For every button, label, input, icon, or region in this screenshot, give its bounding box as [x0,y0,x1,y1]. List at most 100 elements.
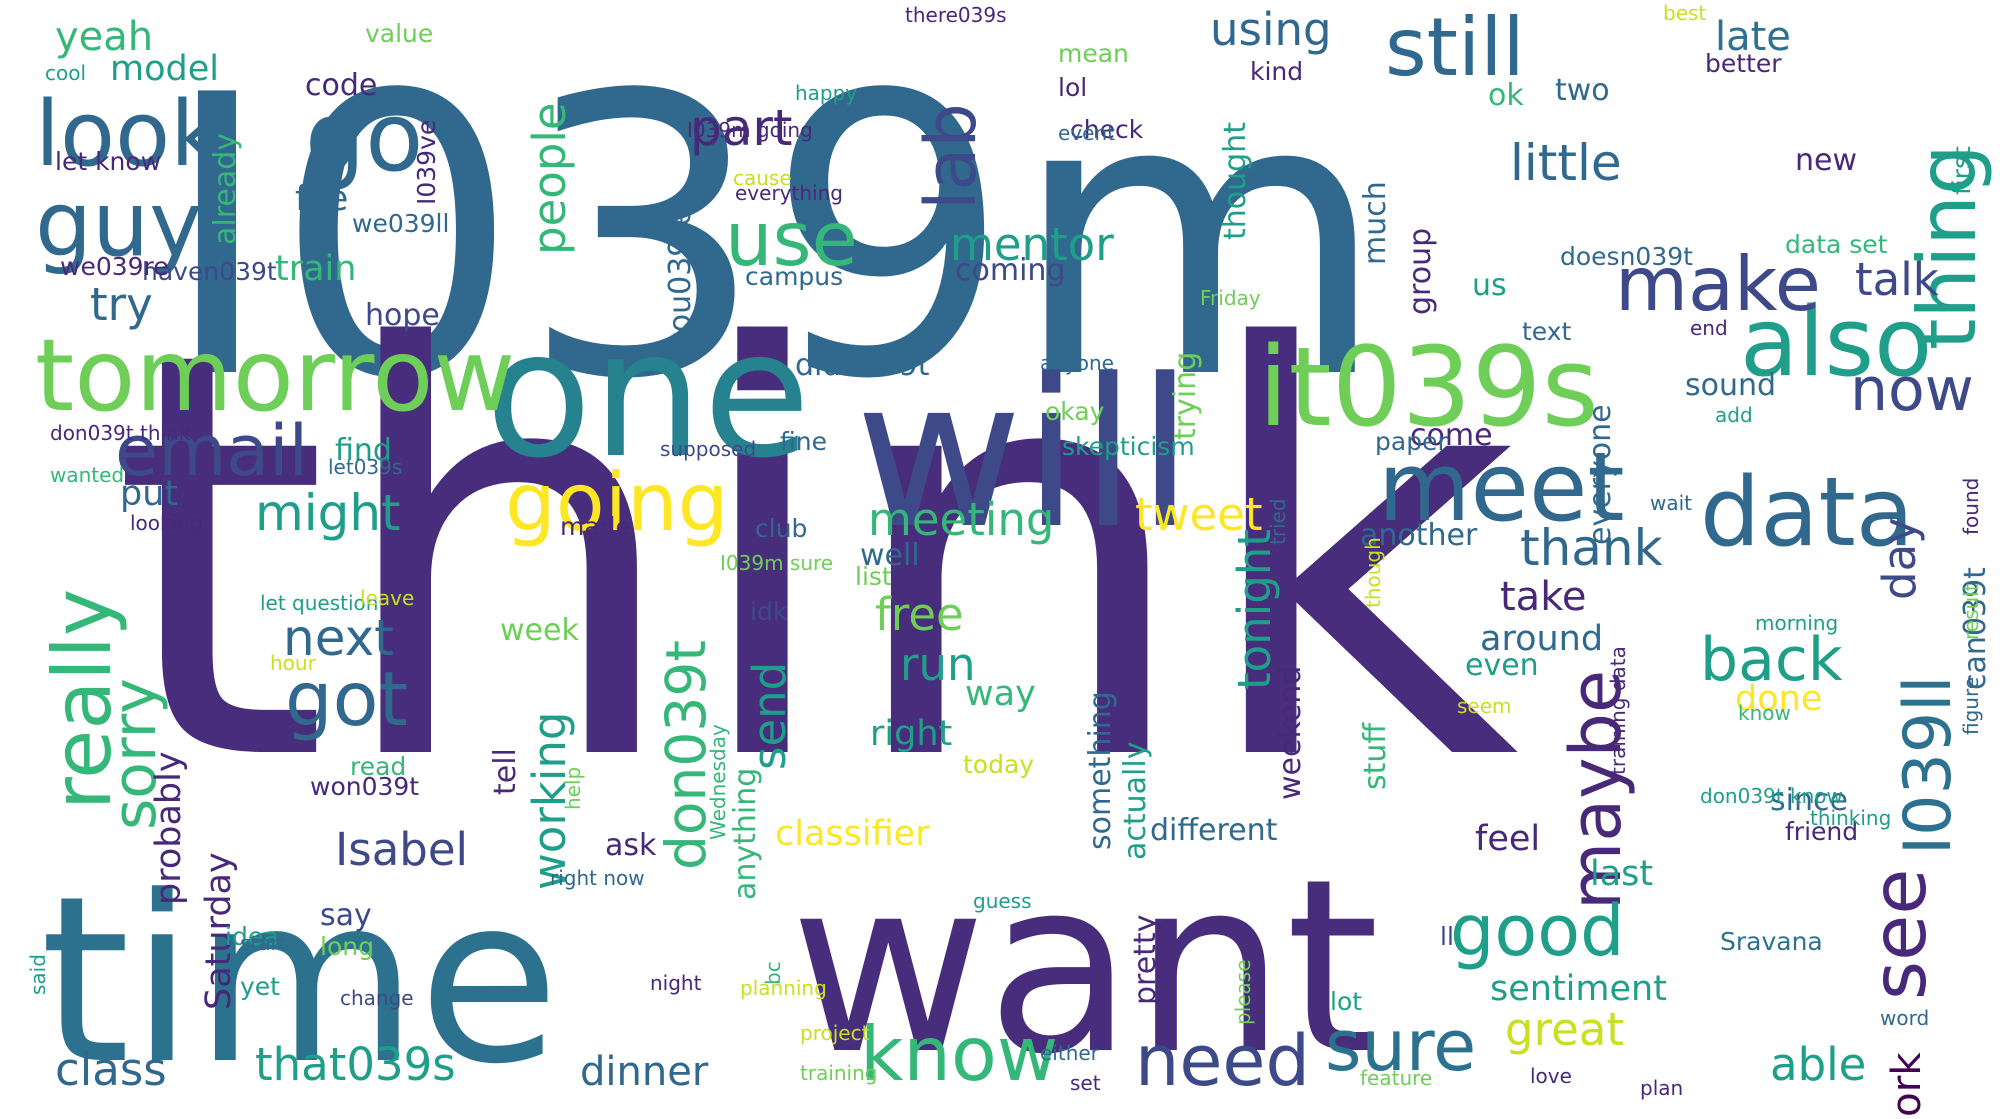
word-try: try [90,278,153,331]
word-idea: idea [225,922,279,951]
word-know: know [1738,701,1791,725]
word-yeah: yeah [55,14,153,60]
word-i039m-going: I039m going [687,118,813,142]
word-supposed: supposed [660,437,756,461]
word-thought: thought [1218,122,1253,240]
word-even: even [1465,648,1539,683]
word-love: love [1530,1064,1572,1088]
word-probably: probably [149,751,189,905]
word-data: data [1700,458,1914,568]
word-planning: planning [740,976,827,1000]
word-model: model [110,49,219,89]
word-campus: campus [745,262,843,291]
word-file: file [295,179,348,219]
word-something: something [1083,691,1118,850]
word-think: think [110,233,1519,885]
word-using: using [1210,3,1332,56]
word-work: work [1883,1052,1930,1119]
word-going: going [505,456,728,549]
word-read: read [350,752,406,781]
word-i039ll: I039ll [1891,676,1966,855]
word-i039ve: I039ve [412,120,441,205]
word-use: use [725,195,858,283]
word-can039t: can039t [1958,567,1993,690]
word-tried: tried [1266,498,1290,545]
word-meeting: meeting [868,493,1054,546]
word-data-set: data set [1785,230,1888,259]
word-i039m-sure: I039m sure [720,551,833,575]
word-ok: ok [1488,78,1524,113]
word-long: long [320,932,374,961]
word-that039s: that039s [255,1038,456,1091]
word-either: either [1040,1041,1100,1065]
word-club: club [755,514,807,543]
word-start: start [240,931,287,955]
word-plan: plan [1640,1076,1683,1100]
word-much: much [1358,181,1393,265]
word-event: event [1058,121,1115,145]
word-still: still [1385,1,1525,94]
word-idk: idk [750,597,788,626]
word-figure: figure [1959,677,1983,735]
word-better: better [1705,49,1782,78]
word-make: make [1615,240,1821,328]
word-wanted: wanted [50,463,124,487]
word-got: got [285,655,408,743]
word-said: said [26,954,50,995]
word-anything: anything [728,768,763,900]
word-don039t-know: don039t know [1700,784,1843,808]
word-lot: lot [1330,987,1362,1016]
word-already: already [208,133,243,245]
word-code: code [305,68,377,103]
word-seem: seem [1457,694,1512,718]
word-sound: sound [1685,368,1776,403]
word-friday: Friday [1200,286,1261,310]
word-maybe: maybe [1555,670,1637,910]
word-done: done [1735,679,1822,719]
word-training-data: training data [1606,646,1630,775]
word-put: put [120,474,178,514]
word-doesn039t: doesn039t [1560,242,1693,271]
word-i039m: I039m [160,14,1388,464]
word-come: come [1410,418,1493,453]
word-you039re: you039re [663,207,698,350]
word-wait: wait [1650,491,1692,515]
word-look: look [35,82,222,187]
word-one: one [485,294,811,497]
word-day: day [1873,517,1926,600]
word-saturday: Saturday [199,852,239,1010]
word-train: train [275,249,356,289]
word-cause: cause [733,166,792,190]
word-though: though [1361,537,1385,608]
word-tweet: tweet [1135,488,1262,541]
word-hour: hour [270,651,317,675]
word-take: take [1500,574,1587,620]
word-now: now [1850,355,1974,425]
word-week: week [500,613,579,648]
word-thinking: thinking [1810,806,1891,830]
word-value: value [365,19,433,48]
word-looking: looking [130,511,203,535]
word-really: really [36,589,129,810]
word-tomorrow: tomorrow [35,317,515,434]
word-okay: okay [1045,397,1105,426]
word-end: end [1690,316,1728,340]
word-actually: actually [1118,742,1153,860]
word-thing: thing [1901,144,1994,350]
word-everyone: everyone [1583,404,1618,545]
word-right-now: right now [550,866,645,890]
word-everything: everything [735,181,843,205]
word-group: group [1403,228,1438,315]
word-tonight: tonight [1228,529,1281,690]
word-coming: coming [955,253,1065,288]
word-around: around [1480,619,1603,659]
word-another: another [1360,518,1478,553]
word-project: project [800,1021,870,1045]
word-sravana: Sravana [1720,927,1823,956]
word-let-question: let question [260,591,378,615]
word-might: might [255,484,401,542]
word-set: set [1070,1071,1101,1095]
word-please: please [1231,959,1255,1025]
word-kind: kind [1250,57,1303,86]
word-guy: guy [35,172,202,277]
